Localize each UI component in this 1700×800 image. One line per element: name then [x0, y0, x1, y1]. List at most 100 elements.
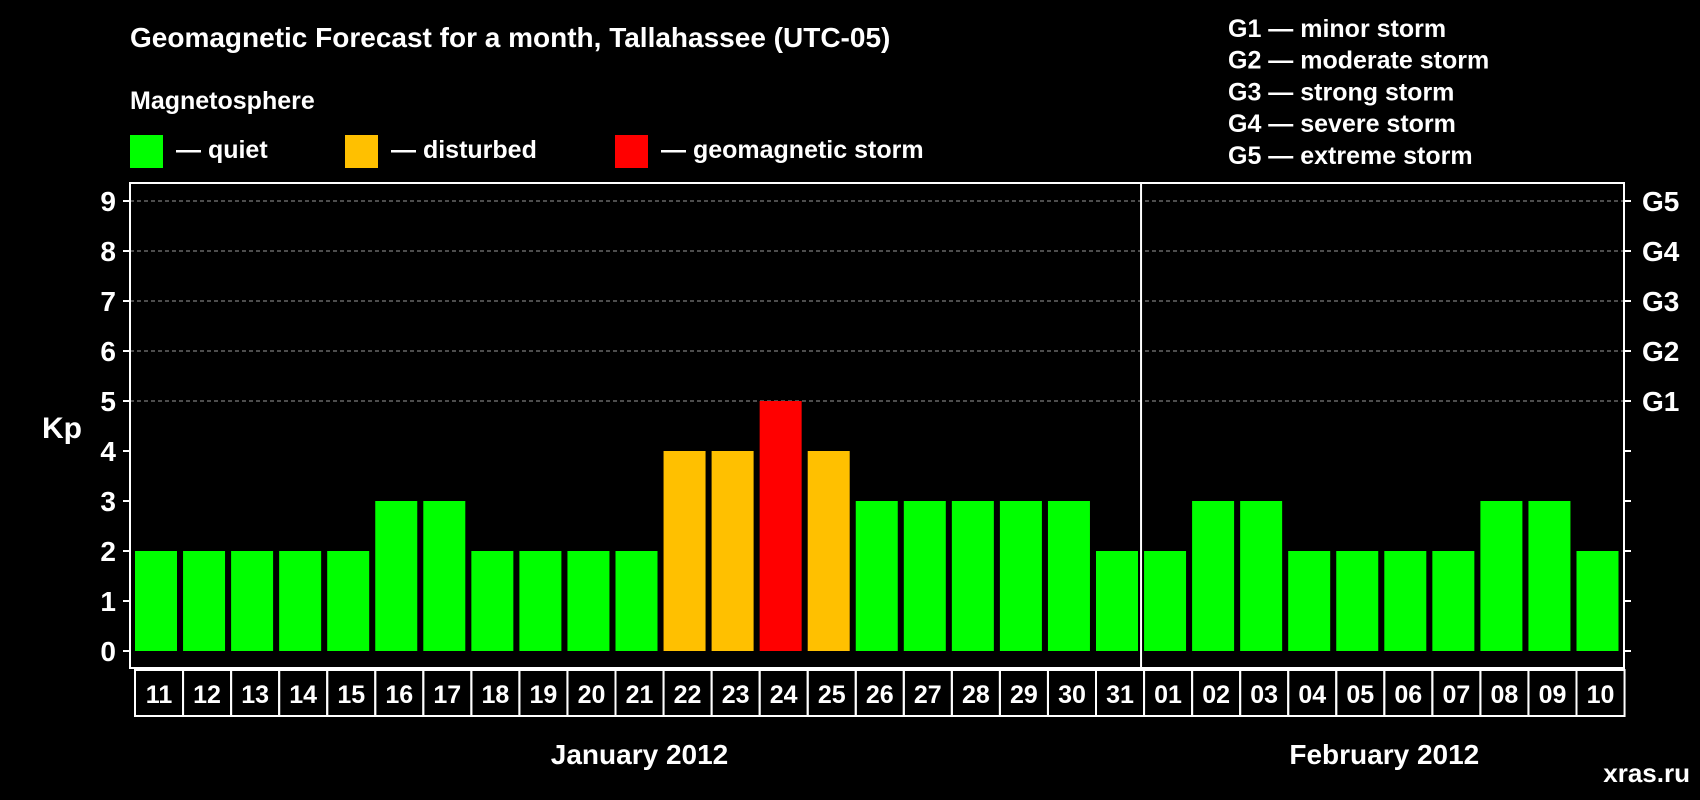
bar-22: [663, 451, 706, 651]
y-tick-label: 1: [100, 586, 116, 617]
day-label-28: 28: [962, 681, 990, 709]
legend-label-storm: — geomagnetic storm: [661, 136, 924, 164]
day-label-03: 03: [1250, 681, 1278, 709]
right-axis-label-G5: G5: [1642, 186, 1679, 217]
day-label-16: 16: [385, 681, 413, 709]
right-axis-label-G1: G1: [1642, 386, 1679, 417]
legend-swatch-disturbed: [345, 135, 378, 168]
right-axis-label-G2: G2: [1642, 336, 1679, 367]
day-label-21: 21: [626, 681, 654, 709]
day-box-10: [1575, 669, 1626, 717]
bar-02: [1192, 501, 1235, 651]
bar-08: [1480, 501, 1523, 651]
bar-24: [759, 401, 802, 651]
bar-30: [1047, 501, 1090, 651]
day-label-29: 29: [1010, 681, 1038, 709]
storm-scale-legend: G1 — minor storm G2 — moderate storm G3 — …: [1228, 15, 1489, 170]
bar-14: [279, 551, 322, 651]
y-tick-label: 0: [100, 636, 116, 667]
bar-19: [519, 551, 562, 651]
month-label: January 2012: [551, 739, 728, 770]
day-label-20: 20: [578, 681, 606, 709]
y-axis-label: Kp: [42, 412, 82, 445]
chart-subtitle: Magnetosphere: [130, 87, 315, 115]
day-label-02: 02: [1202, 681, 1230, 709]
y-tick-label: 3: [100, 486, 116, 517]
legend-swatch-storm: [615, 135, 648, 168]
day-label-30: 30: [1058, 681, 1086, 709]
legend-swatch-quiet: [130, 135, 163, 168]
bar-25: [807, 451, 850, 651]
day-label-11: 11: [146, 681, 173, 709]
bar-11: [135, 551, 177, 651]
y-tick-label: 5: [100, 386, 116, 417]
day-label-06: 06: [1394, 681, 1422, 709]
day-label-19: 19: [530, 681, 558, 709]
day-label-05: 05: [1346, 681, 1374, 709]
plot-frame: [129, 182, 1625, 669]
bars: [135, 401, 1619, 651]
storm-scale-item: G2 — moderate storm: [1228, 47, 1489, 75]
bar-31: [1096, 551, 1138, 651]
day-label-08: 08: [1491, 681, 1519, 709]
y-axis: 0 1 2 3 4 5 6 7 8 9: [100, 186, 130, 667]
bar-21: [615, 551, 658, 651]
bar-03: [1240, 501, 1283, 651]
day-label-12: 12: [193, 681, 221, 709]
right-axis-label-G3: G3: [1642, 286, 1679, 317]
right-axis-label-G4: G4: [1642, 236, 1680, 267]
day-label-27: 27: [914, 681, 942, 709]
day-label-04: 04: [1298, 681, 1326, 709]
bar-18: [471, 551, 514, 651]
day-label-25: 25: [818, 681, 846, 709]
bar-29: [999, 501, 1042, 651]
bar-15: [327, 551, 370, 651]
day-label-23: 23: [722, 681, 750, 709]
x-axis-day-labels: 11 12 13 14 15 16 17 18 19 20 21 22 23 24 25 26 27 28 29 30…: [134, 669, 1626, 717]
month-labels: January 2012 February 2012: [551, 739, 1479, 770]
day-label-18: 18: [481, 681, 509, 709]
bar-20: [567, 551, 610, 651]
bar-16: [375, 501, 418, 651]
day-label-17: 17: [433, 681, 461, 709]
y-tick-label: 2: [100, 536, 116, 567]
day-label-26: 26: [866, 681, 894, 709]
bar-09: [1528, 501, 1571, 651]
bar-01: [1144, 551, 1187, 651]
legend-label-quiet: — quiet: [176, 136, 268, 164]
storm-scale-item: G1 — minor storm: [1228, 15, 1446, 43]
day-label-09: 09: [1539, 681, 1567, 709]
legend: — quiet — disturbed — geomagnetic storm: [130, 135, 924, 168]
y-tick-label: 4: [100, 436, 116, 467]
storm-scale-item: G4 — severe storm: [1228, 110, 1456, 138]
storm-scale-item: G3 — strong storm: [1228, 78, 1454, 106]
storm-scale-item: G5 — extreme storm: [1228, 142, 1473, 170]
day-label-13: 13: [241, 681, 269, 709]
bar-04: [1288, 551, 1331, 651]
y-tick-label: 9: [100, 186, 116, 217]
day-label-24: 24: [770, 681, 798, 709]
y-tick-label: 8: [100, 236, 116, 267]
bar-13: [231, 551, 274, 651]
legend-label-disturbed: — disturbed: [391, 136, 537, 164]
day-label-14: 14: [289, 681, 317, 709]
right-axis-g-scale: G1 G2 G3 G4 G5: [1624, 186, 1680, 652]
bar-28: [951, 501, 994, 651]
bar-05: [1336, 551, 1379, 651]
day-label-07: 07: [1442, 681, 1470, 709]
y-tick-label: 6: [100, 336, 116, 367]
day-label-15: 15: [337, 681, 365, 709]
bar-10: [1576, 551, 1619, 651]
month-label: February 2012: [1289, 739, 1479, 770]
y-tick-label: 7: [100, 286, 116, 317]
bar-26: [855, 501, 898, 651]
bar-07: [1432, 551, 1475, 651]
grid-lines: [130, 200, 1624, 402]
day-label-10: 10: [1587, 681, 1615, 709]
day-label-22: 22: [674, 681, 702, 709]
bar-17: [423, 501, 466, 651]
bar-23: [711, 451, 754, 651]
watermark: xras.ru: [1603, 758, 1690, 788]
day-label-31: 31: [1106, 681, 1134, 709]
